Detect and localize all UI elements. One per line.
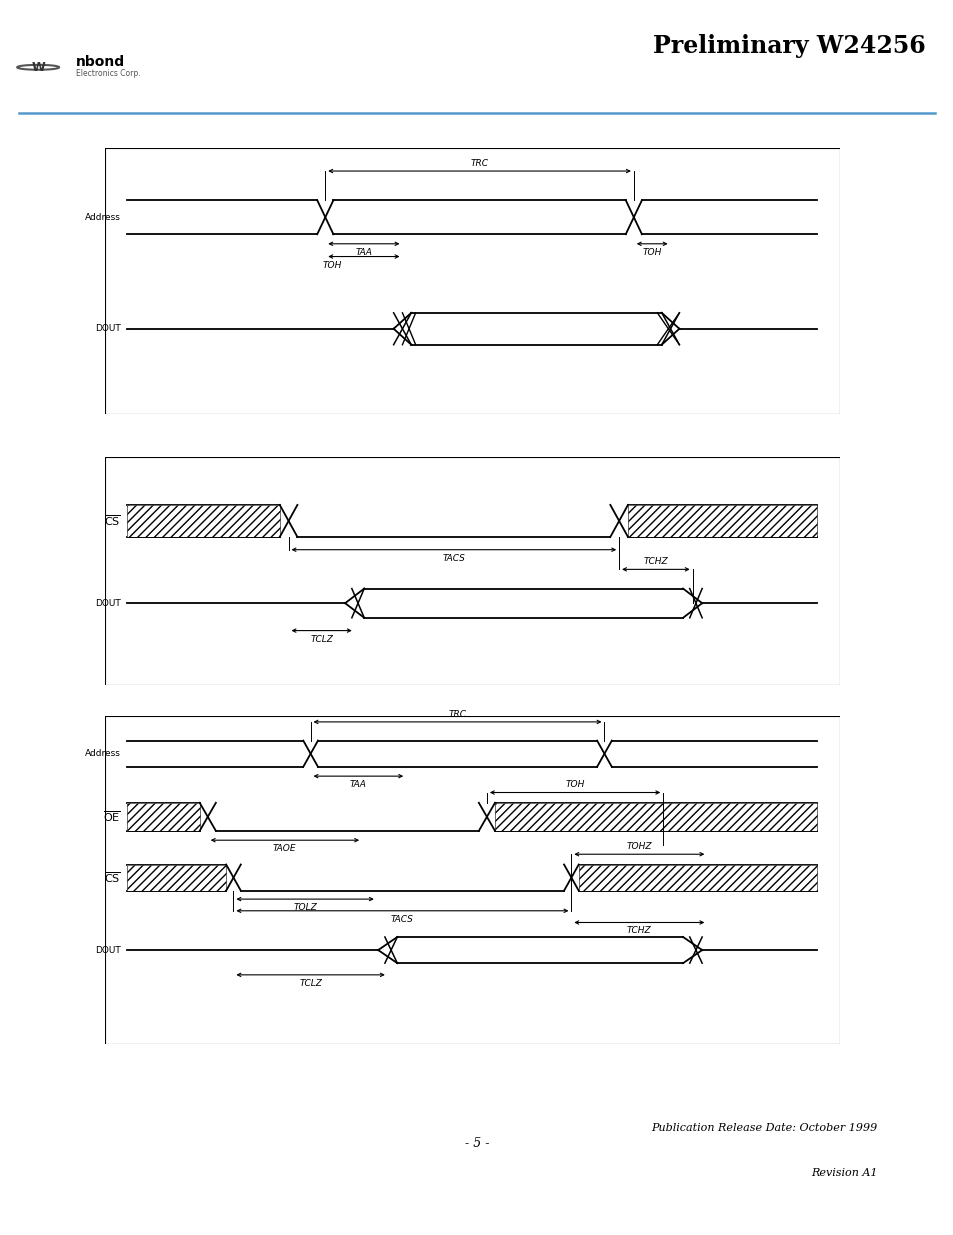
- Text: Preliminary W24256: Preliminary W24256: [652, 35, 924, 58]
- Text: TOLZ: TOLZ: [293, 903, 316, 911]
- Text: Revision A1: Revision A1: [810, 1168, 877, 1178]
- Text: TACS: TACS: [442, 555, 465, 563]
- Text: TCLZ: TCLZ: [310, 635, 333, 645]
- Text: TACS: TACS: [391, 915, 414, 924]
- Text: Address: Address: [85, 750, 121, 758]
- Text: Publication Release Date: October 1999: Publication Release Date: October 1999: [651, 1124, 877, 1134]
- Text: TRC: TRC: [448, 710, 466, 719]
- Text: TAA: TAA: [350, 779, 366, 789]
- Text: DOUT: DOUT: [95, 325, 121, 333]
- Polygon shape: [495, 803, 817, 831]
- Text: TCLZ: TCLZ: [299, 978, 322, 988]
- Polygon shape: [127, 864, 226, 890]
- Text: $\overline{\mathrm{OE}}$: $\overline{\mathrm{OE}}$: [103, 809, 121, 824]
- Polygon shape: [627, 505, 817, 537]
- Text: TOH: TOH: [641, 248, 661, 257]
- Text: W: W: [31, 61, 45, 74]
- Text: TAOE: TAOE: [273, 844, 296, 853]
- Text: $\overline{\mathrm{CS}}$: $\overline{\mathrm{CS}}$: [104, 514, 121, 529]
- Polygon shape: [578, 864, 817, 890]
- Text: TRC: TRC: [470, 159, 488, 168]
- Text: DOUT: DOUT: [95, 946, 121, 955]
- Text: TCHZ: TCHZ: [643, 557, 667, 566]
- Text: TOH: TOH: [565, 781, 584, 789]
- Text: TOHZ: TOHZ: [626, 842, 652, 851]
- Text: TCHZ: TCHZ: [626, 926, 651, 935]
- Text: TAA: TAA: [355, 248, 372, 257]
- Polygon shape: [127, 803, 199, 831]
- Text: nbond: nbond: [76, 54, 125, 69]
- Text: TOH: TOH: [323, 261, 342, 269]
- Text: Electronics Corp.: Electronics Corp.: [76, 69, 141, 79]
- Polygon shape: [127, 505, 279, 537]
- Text: Address: Address: [85, 212, 121, 222]
- Text: DOUT: DOUT: [95, 599, 121, 608]
- Text: - 5 -: - 5 -: [464, 1136, 489, 1150]
- Text: $\overline{\mathrm{CS}}$: $\overline{\mathrm{CS}}$: [104, 871, 121, 885]
